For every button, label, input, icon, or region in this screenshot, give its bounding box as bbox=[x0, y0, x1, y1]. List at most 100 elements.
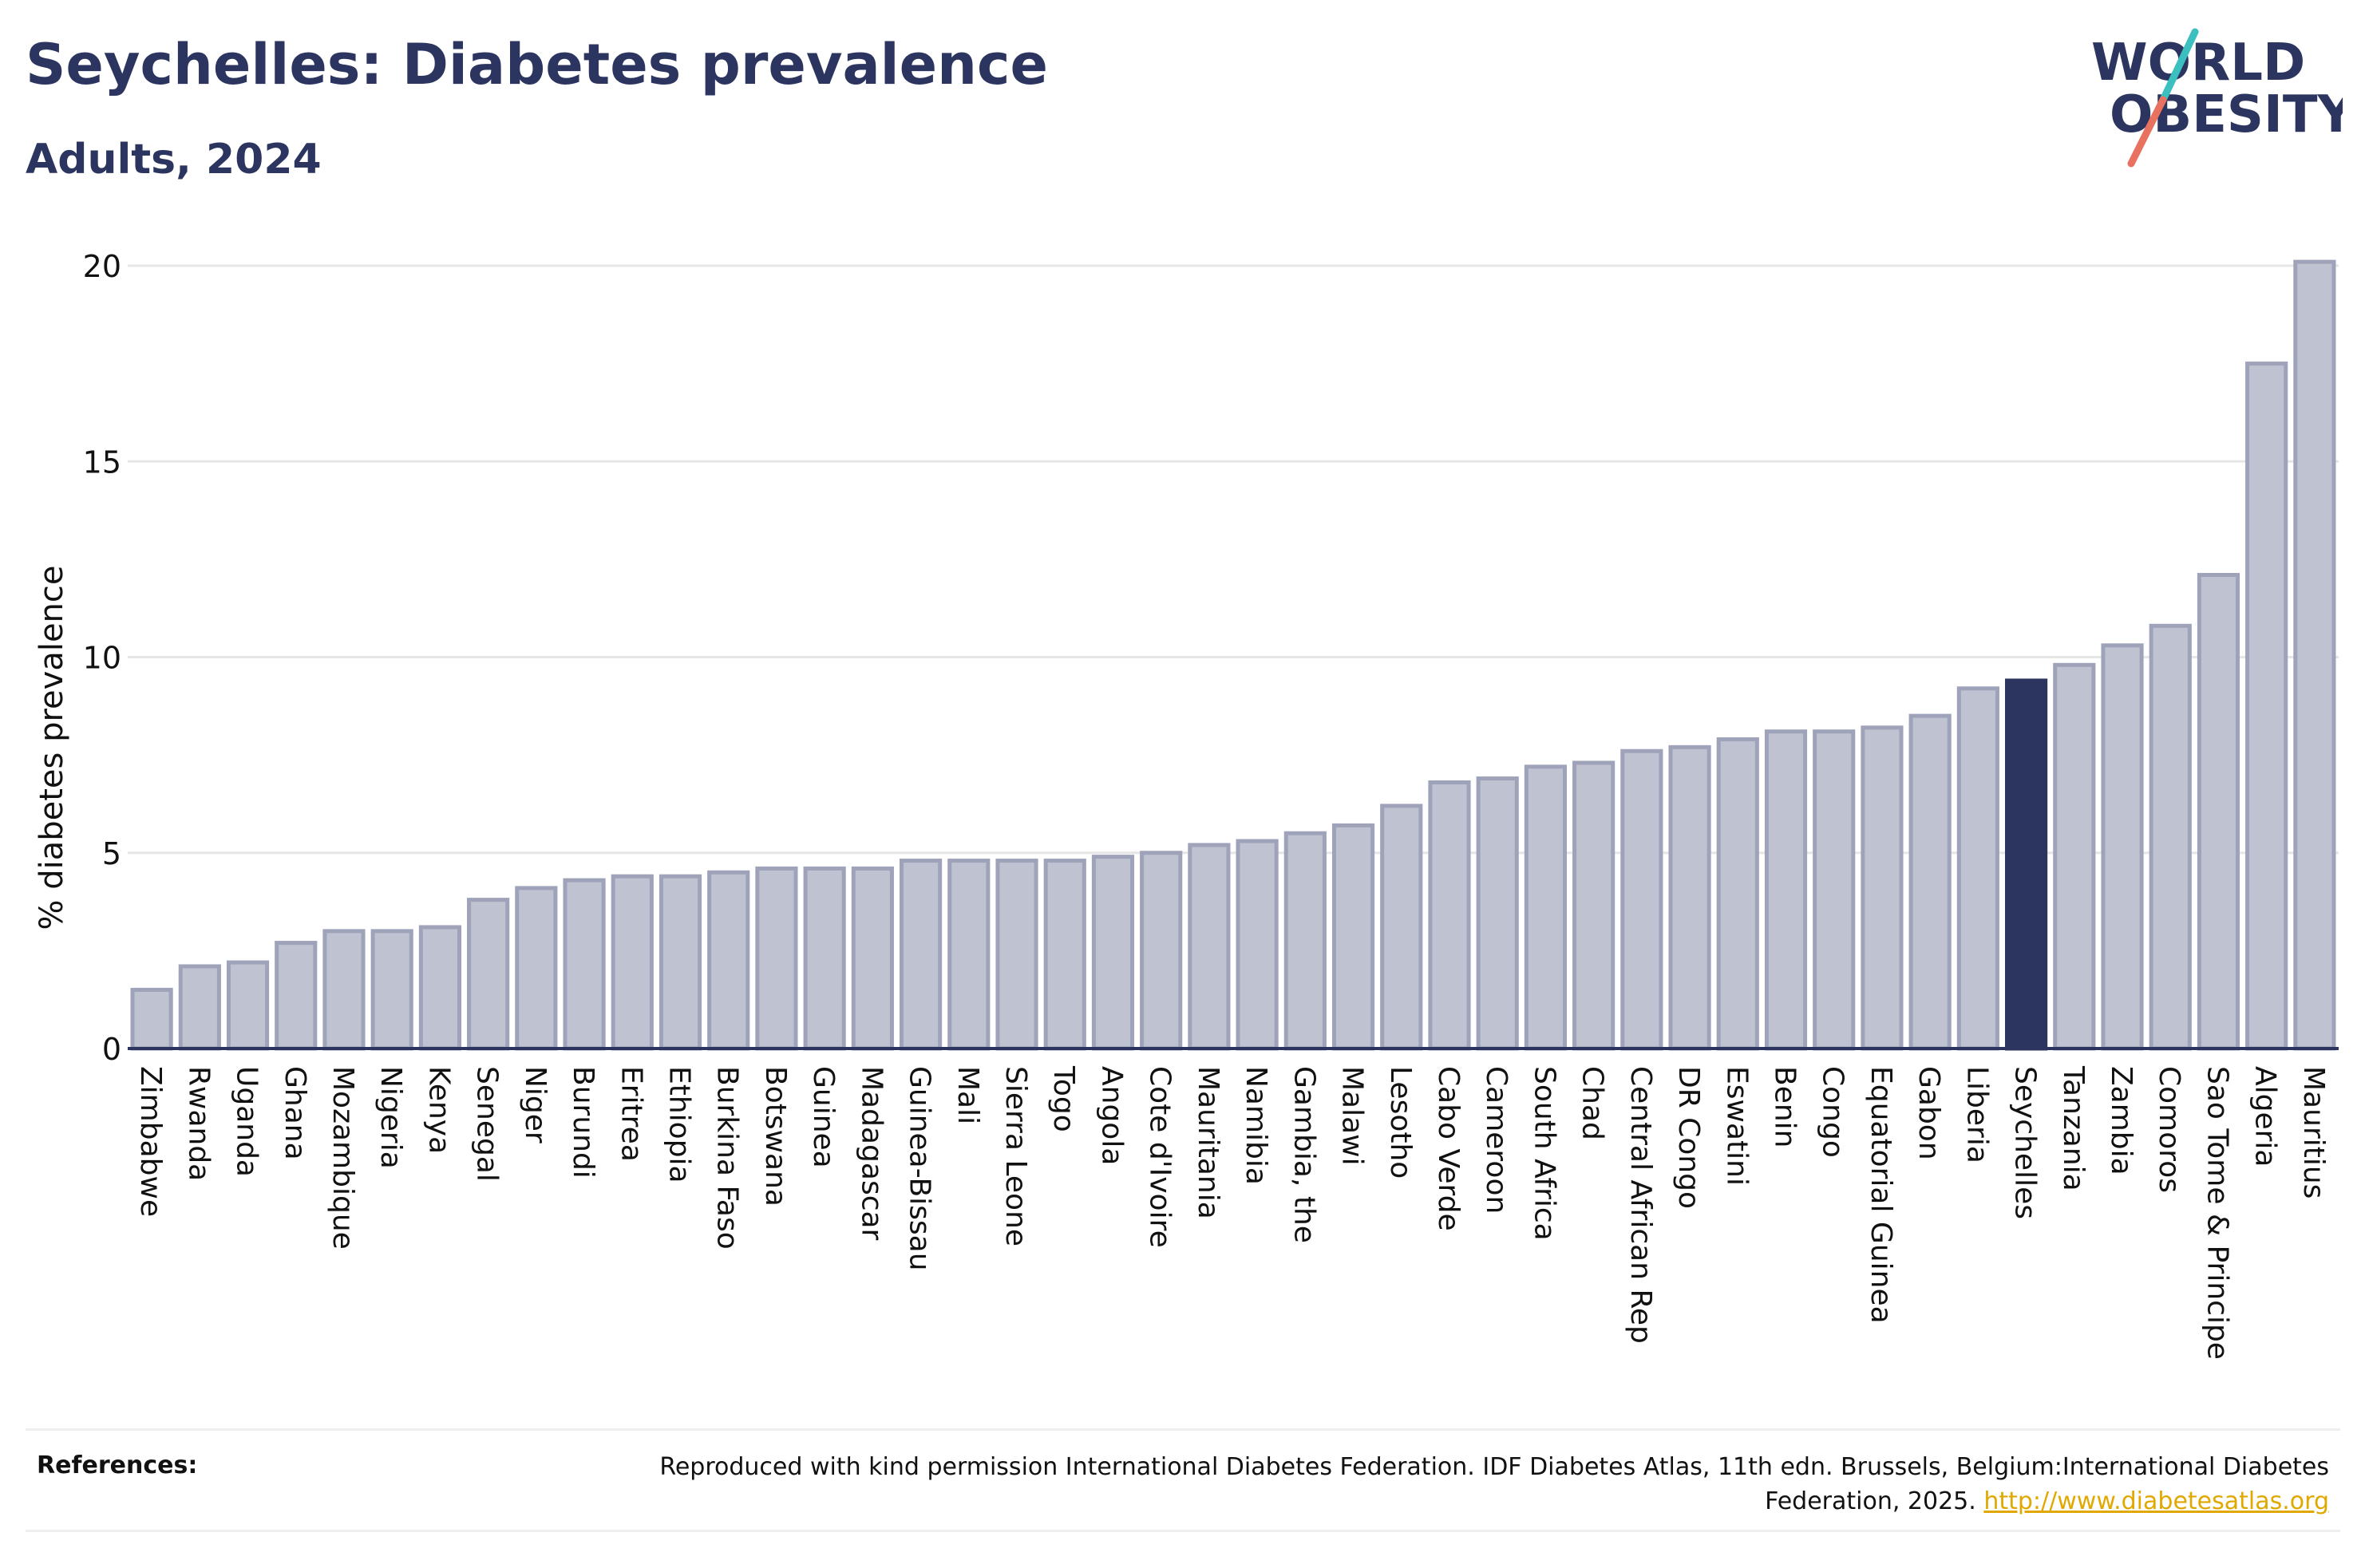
bar bbox=[803, 866, 846, 1051]
x-tick-label: Algeria bbox=[2249, 1066, 2282, 1167]
x-tick-label: Zimbabwe bbox=[134, 1066, 167, 1217]
references-label: References: bbox=[37, 1451, 198, 1479]
references-link[interactable]: http://www.diabetesatlas.org bbox=[1983, 1487, 2329, 1515]
bar bbox=[1956, 686, 1999, 1051]
bar bbox=[1908, 713, 1952, 1051]
x-tick-label: Mali bbox=[951, 1066, 984, 1124]
x-tick-label: Central African Rep bbox=[1624, 1066, 1657, 1344]
bar bbox=[1764, 729, 1808, 1051]
x-tick-label: Lesotho bbox=[1384, 1066, 1417, 1179]
x-tick-label: Benin bbox=[1769, 1066, 1801, 1147]
x-tick-label: Congo bbox=[1817, 1066, 1849, 1158]
references-text: Reproduced with kind permission Internat… bbox=[653, 1450, 2329, 1519]
chart-subtitle: Adults, 2024 bbox=[26, 136, 322, 184]
x-tick-label: Ghana bbox=[279, 1066, 311, 1160]
x-tick-label: Guinea-Bissau bbox=[904, 1066, 936, 1271]
y-tick-label: 5 bbox=[102, 836, 121, 871]
bar bbox=[947, 859, 991, 1051]
bar bbox=[611, 874, 654, 1051]
y-axis-ticks: 0 5 10 15 20 bbox=[83, 249, 121, 1067]
bar bbox=[1188, 843, 1231, 1051]
bar bbox=[1380, 804, 1423, 1051]
bar bbox=[275, 941, 318, 1051]
bar bbox=[2245, 361, 2288, 1051]
bar bbox=[707, 870, 750, 1051]
bars bbox=[130, 259, 2336, 1051]
chart-title: Seychelles: Diabetes prevalence bbox=[26, 32, 1048, 97]
bar bbox=[1668, 745, 1711, 1051]
bar bbox=[178, 964, 221, 1051]
bar bbox=[1861, 725, 1904, 1051]
bar bbox=[130, 987, 173, 1051]
x-tick-label: Nigeria bbox=[374, 1066, 407, 1169]
x-tick-label: Rwanda bbox=[182, 1066, 215, 1181]
x-tick-label: Mauritius bbox=[2297, 1066, 2330, 1199]
x-tick-label: Niger bbox=[519, 1066, 552, 1143]
y-tick-label: 10 bbox=[83, 641, 121, 676]
x-tick-label: Malawi bbox=[1336, 1066, 1369, 1166]
x-tick-label: Mozambique bbox=[326, 1066, 359, 1250]
x-tick-label: Liberia bbox=[1960, 1066, 1993, 1163]
bar bbox=[1283, 831, 1327, 1051]
bar bbox=[515, 886, 558, 1051]
world-obesity-logo-graphic: WORLD OBESITY bbox=[2091, 28, 2355, 168]
bar bbox=[1524, 764, 1567, 1051]
x-tick-label: Tanzania bbox=[2057, 1065, 2090, 1191]
x-tick-label: Ethiopia bbox=[663, 1066, 696, 1183]
bar bbox=[851, 866, 894, 1051]
x-tick-label: Cabo Verde bbox=[1432, 1066, 1465, 1231]
x-tick-label: Mauritania bbox=[1192, 1066, 1224, 1219]
bar bbox=[658, 874, 702, 1051]
bar bbox=[900, 859, 943, 1051]
x-tick-label: Kenya bbox=[422, 1066, 455, 1154]
x-tick-label: Eswatini bbox=[1720, 1066, 1753, 1186]
y-tick-label: 20 bbox=[83, 249, 121, 284]
x-tick-label: Burkina Faso bbox=[711, 1066, 744, 1250]
bar bbox=[1043, 859, 1086, 1051]
x-tick-label: Senegal bbox=[471, 1066, 504, 1182]
x-tick-label: Gabon bbox=[1912, 1066, 1945, 1160]
bar bbox=[1140, 851, 1183, 1051]
x-tick-label: Equatorial Guinea bbox=[1865, 1066, 1897, 1324]
bar bbox=[1428, 780, 1471, 1051]
bar bbox=[418, 925, 462, 1051]
x-tick-label: Burundi bbox=[567, 1066, 599, 1179]
bar bbox=[995, 859, 1038, 1051]
x-tick-label: Eritrea bbox=[615, 1066, 647, 1162]
bar bbox=[1476, 776, 1519, 1051]
bar bbox=[563, 878, 606, 1051]
x-tick-label: Seychelles bbox=[2009, 1066, 2042, 1219]
bar bbox=[2293, 259, 2336, 1051]
bar bbox=[1572, 760, 1616, 1051]
bar bbox=[1331, 823, 1375, 1051]
x-tick-label: Angola bbox=[1095, 1066, 1128, 1165]
x-tick-label: Namibia bbox=[1240, 1066, 1272, 1185]
references-citation: Reproduced with kind permission Internat… bbox=[659, 1453, 2329, 1515]
x-tick-label: Guinea bbox=[807, 1066, 840, 1168]
bar bbox=[467, 898, 510, 1051]
references-panel: References: Reproduced with kind permiss… bbox=[26, 1428, 2340, 1532]
bar bbox=[2005, 678, 2048, 1051]
bar bbox=[2197, 572, 2240, 1051]
bar bbox=[226, 960, 270, 1051]
y-tick-label: 0 bbox=[102, 1032, 121, 1067]
bar bbox=[1813, 729, 1856, 1051]
x-tick-label: South Africa bbox=[1528, 1066, 1560, 1241]
bar bbox=[1236, 839, 1279, 1051]
bar bbox=[2101, 643, 2144, 1051]
x-tick-label: Zambia bbox=[2105, 1066, 2138, 1175]
x-tick-label: Chad bbox=[1576, 1066, 1609, 1140]
svg-text:WORLD: WORLD bbox=[2091, 34, 2305, 93]
bar bbox=[1716, 737, 1759, 1051]
svg-text:OBESITY: OBESITY bbox=[2110, 85, 2343, 144]
x-tick-label: Madagascar bbox=[855, 1066, 888, 1241]
x-tick-label: Cameroon bbox=[1480, 1066, 1513, 1214]
x-tick-label: Sao Tome & Principe bbox=[2201, 1066, 2233, 1360]
x-tick-label: Gambia, the bbox=[1287, 1066, 1320, 1243]
bar bbox=[370, 929, 413, 1051]
x-tick-label: Uganda bbox=[231, 1066, 263, 1177]
x-tick-label: Cote d'Ivoire bbox=[1144, 1066, 1177, 1248]
x-tick-label: Sierra Leone bbox=[999, 1066, 1032, 1246]
bar bbox=[322, 929, 366, 1051]
bar bbox=[1620, 748, 1663, 1051]
